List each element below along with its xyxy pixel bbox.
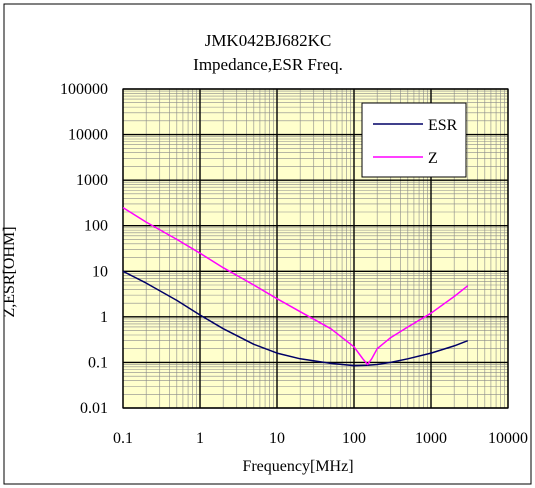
- x-axis-label: Frequency[MHz]: [242, 458, 353, 475]
- x-tick-label: 10: [269, 430, 285, 447]
- y-axis-label: Z,ESR[OHM]: [1, 226, 18, 317]
- x-tick-label: 1000: [415, 430, 447, 447]
- y-tick-label: 1: [100, 309, 108, 326]
- x-tick-label: 100: [342, 430, 366, 447]
- chart-subtitle: Impedance,ESR Freq.: [193, 55, 343, 74]
- y-tick-label: 1000: [76, 172, 108, 189]
- legend-label-esr: ESR: [428, 117, 458, 134]
- y-tick-label: 0.01: [80, 400, 108, 417]
- plot-border: [122, 88, 509, 409]
- series-line-z: [122, 206, 469, 366]
- legend-label-z: Z: [428, 150, 438, 167]
- x-tick-label: 1: [196, 430, 204, 447]
- y-tick-label: 100000: [60, 81, 108, 98]
- legend-box: [361, 102, 467, 178]
- y-tick-label: 100: [84, 218, 108, 235]
- legend: ESR Z: [361, 102, 467, 178]
- chart-title: JMK042BJ682KC: [205, 31, 332, 50]
- y-tick-label: 10: [92, 263, 108, 280]
- y-tick-label: 10000: [68, 127, 108, 144]
- y-tick-label: 0.1: [88, 354, 108, 371]
- series-line-esr: [122, 270, 468, 367]
- x-tick-label: 10000: [488, 430, 528, 447]
- x-tick-label: 0.1: [113, 430, 133, 447]
